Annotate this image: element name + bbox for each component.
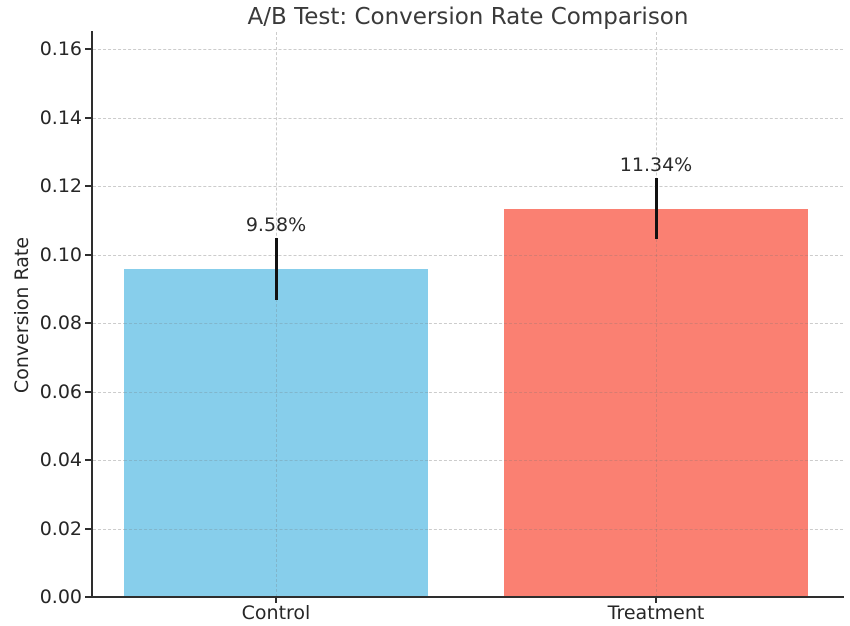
x-axis-spine (91, 596, 844, 598)
bar-gridline (276, 268, 277, 597)
x-tick-label: Treatment (607, 602, 705, 624)
error-bar (654, 177, 658, 240)
bar-gridline (656, 208, 657, 597)
h-gridline (93, 460, 843, 462)
y-axis-spine (91, 31, 93, 598)
bar-gridline (504, 254, 808, 256)
annotation-layer: 9.58% 11.34% (93, 32, 843, 597)
bar-gridline (504, 528, 808, 530)
bar-control (124, 268, 428, 597)
bar-gridline (124, 323, 428, 325)
bar-treatment (504, 208, 808, 597)
h-gridline (93, 117, 843, 119)
y-tick-mark (85, 390, 92, 393)
y-tick-mark (85, 253, 92, 256)
y-tick-mark (85, 596, 92, 598)
bars-layer (93, 32, 843, 597)
bar-value-label: 11.34% (619, 153, 693, 176)
bar-gridline (504, 391, 808, 393)
y-tick-label: 0.04 (39, 449, 82, 472)
bar-gridline (504, 460, 808, 462)
h-gridline (93, 49, 843, 51)
y-tick-label: 0.08 (39, 312, 82, 335)
bar-gridline (504, 323, 808, 325)
bar-gridline (124, 460, 428, 462)
x-tick-mark (275, 598, 277, 603)
h-gridline (93, 186, 843, 188)
h-gridline (93, 528, 843, 530)
y-tick-label: 0.14 (39, 106, 82, 129)
x-tick-label: Control (241, 602, 311, 624)
bar-gridline (124, 528, 428, 530)
y-tick-label: 0.06 (39, 380, 82, 403)
error-bar (274, 238, 278, 300)
bar-value-label: 9.58% (245, 214, 307, 237)
h-gridline (93, 323, 843, 325)
y-tick-label: 0.00 (39, 586, 82, 608)
y-tick-mark (85, 459, 92, 462)
y-tick-label: 0.16 (39, 38, 82, 61)
y-tick-mark (85, 322, 92, 325)
y-tick-mark (85, 48, 92, 51)
y-tick-label: 0.12 (39, 175, 82, 198)
y-tick-label: 0.02 (39, 517, 82, 540)
y-tick-mark (85, 185, 92, 188)
h-gridline (93, 254, 843, 256)
plot-area: 9.58% 11.34% (93, 32, 843, 597)
h-gridline (93, 391, 843, 393)
bar-gridline (124, 391, 428, 393)
chart-title: A/B Test: Conversion Rate Comparison (247, 4, 689, 30)
y-tick-label: 0.10 (39, 243, 82, 266)
x-tick-mark (655, 598, 657, 603)
y-tick-mark (85, 527, 92, 530)
y-tick-mark (85, 116, 92, 119)
